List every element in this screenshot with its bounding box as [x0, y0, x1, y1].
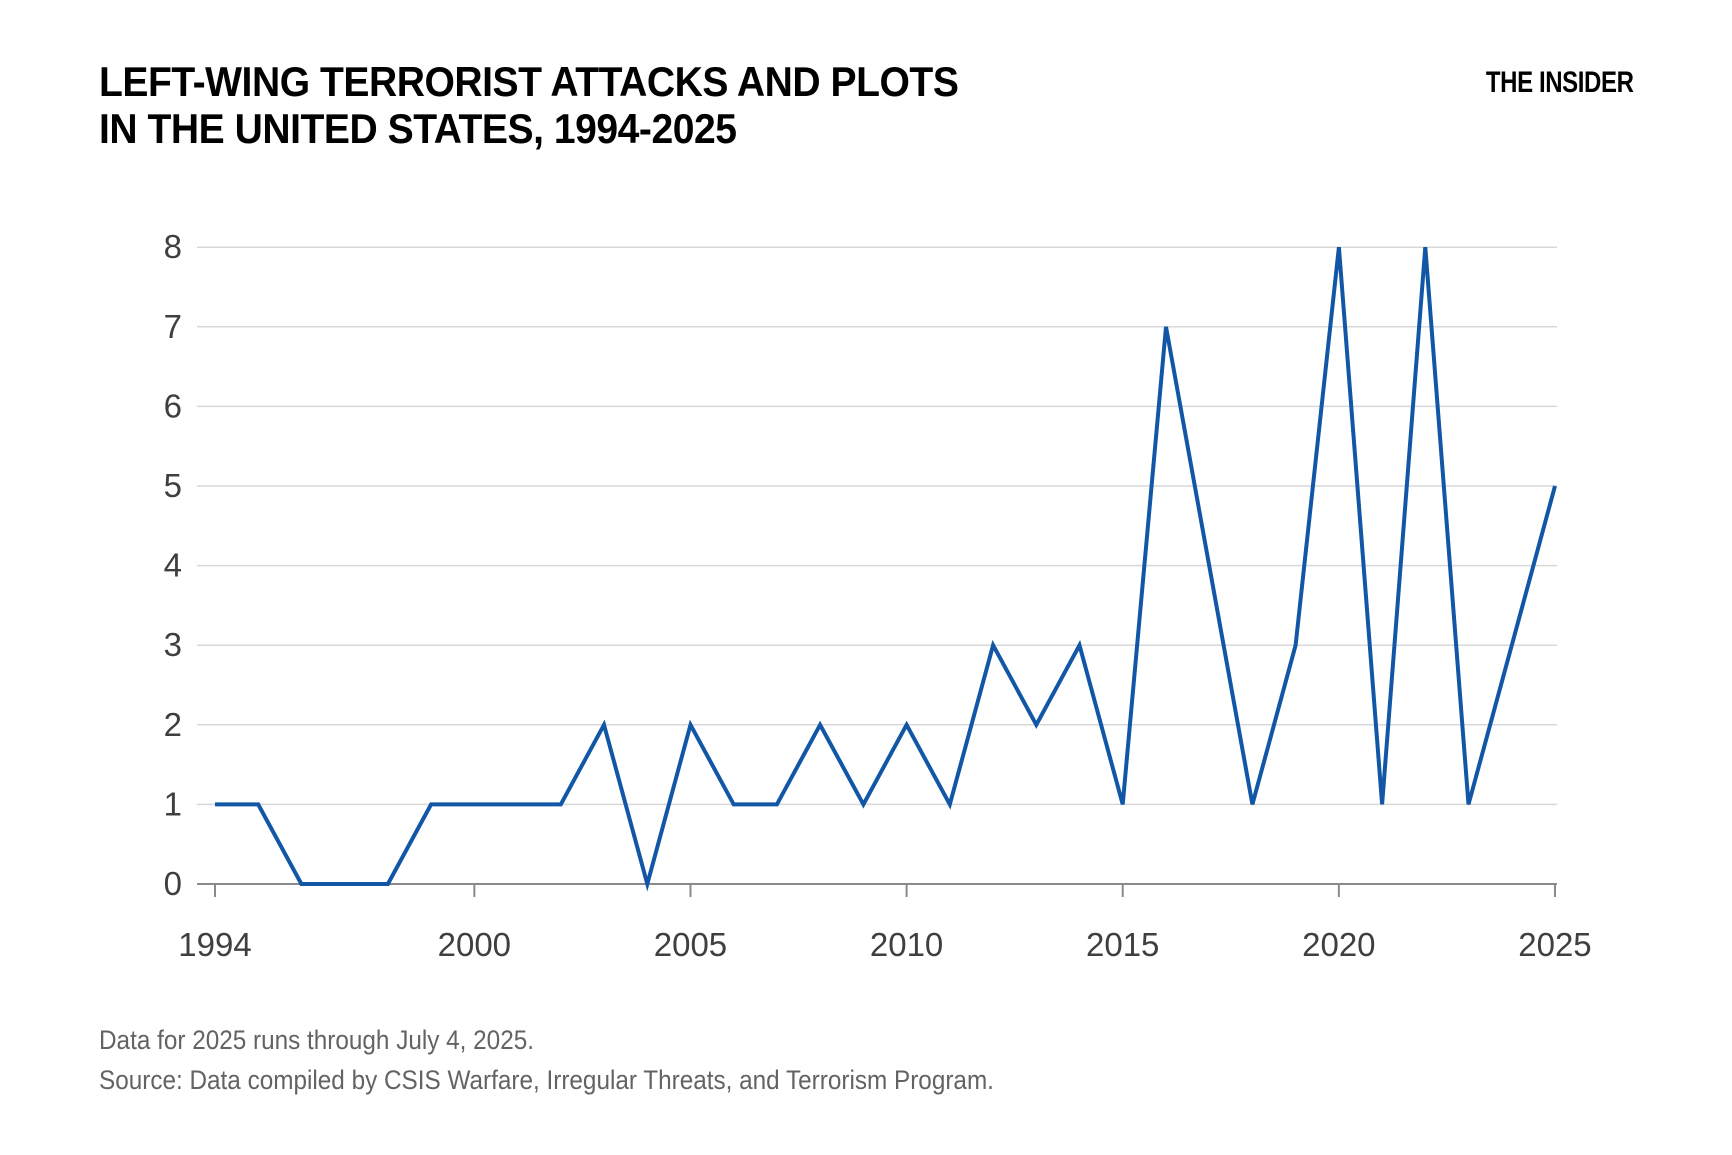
y-tick-label: 6	[164, 387, 182, 424]
chart-footnotes: Data for 2025 runs through July 4, 2025.…	[99, 1020, 994, 1100]
x-tick-label: 2010	[870, 926, 943, 963]
x-tick-label: 1994	[178, 926, 251, 963]
y-tick-label: 0	[164, 865, 182, 902]
y-tick-label: 2	[164, 706, 182, 743]
data-line-series	[215, 246, 1557, 892]
chart-title-line1: LEFT-WING TERRORIST ATTACKS AND PLOTS	[99, 58, 959, 105]
x-tick-label: 2025	[1518, 926, 1591, 963]
y-tick-label: 4	[164, 547, 182, 584]
chart-title-line2: IN THE UNITED STATES, 1994-2025	[99, 105, 737, 152]
footnote-source: Source: Data compiled by CSIS Warfare, I…	[99, 1065, 994, 1095]
x-tick-label: 2015	[1086, 926, 1159, 963]
x-tick-label: 2005	[654, 926, 727, 963]
y-tick-label: 8	[164, 228, 182, 265]
y-tick-label: 7	[164, 308, 182, 345]
y-tick-label: 3	[164, 626, 182, 663]
chart-title: LEFT-WING TERRORIST ATTACKS AND PLOTS IN…	[99, 58, 959, 152]
publisher-logo: THE INSIDER	[1486, 66, 1634, 99]
x-tick-label: 2000	[438, 926, 511, 963]
y-tick-label: 5	[164, 467, 182, 504]
footnote-note: Data for 2025 runs through July 4, 2025.	[99, 1025, 534, 1055]
y-tick-label: 1	[164, 785, 182, 822]
x-tick-label: 2020	[1302, 926, 1375, 963]
